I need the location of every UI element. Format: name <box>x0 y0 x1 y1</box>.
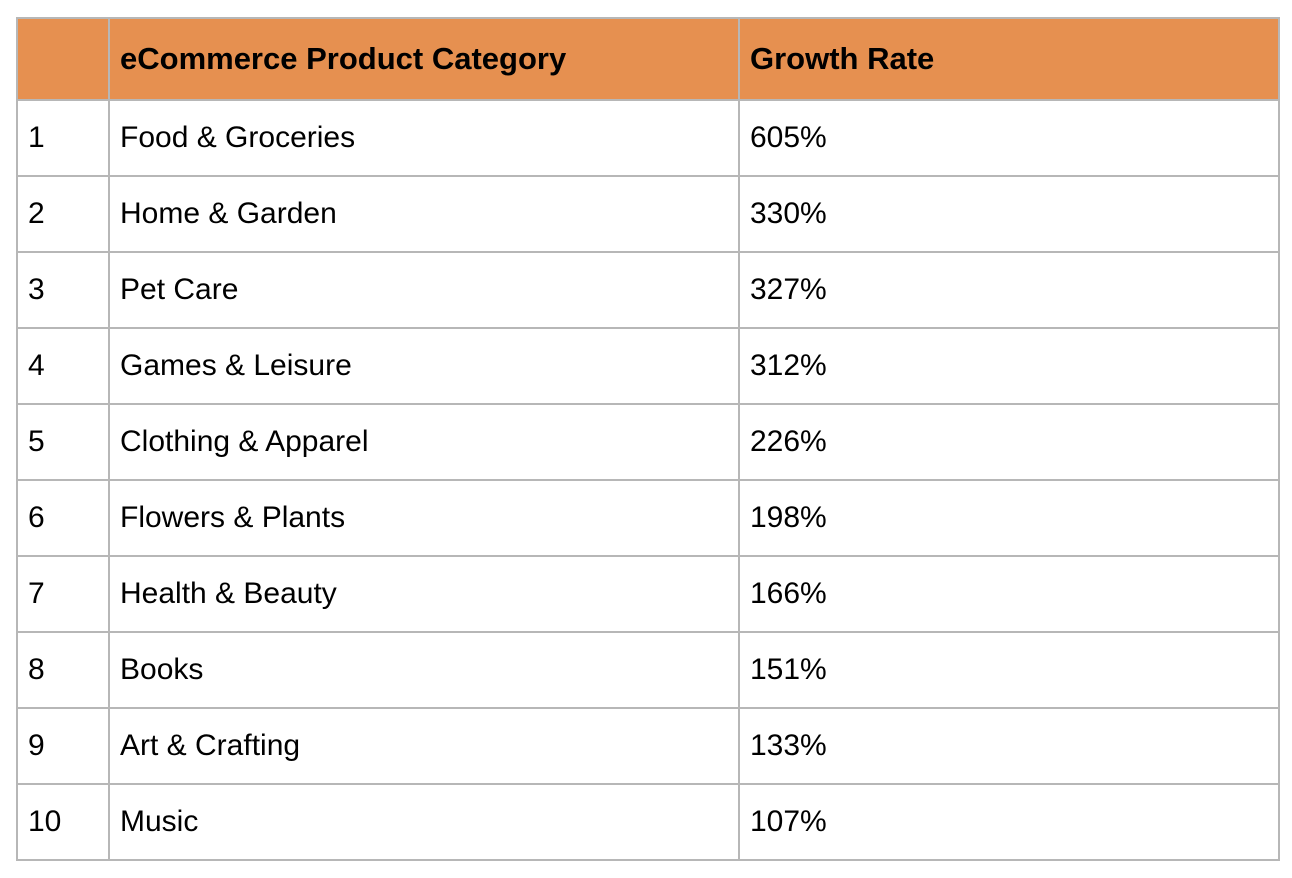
table-row: 5 Clothing & Apparel 226% <box>16 403 1280 481</box>
growth-rate-cell: 312% <box>738 327 1280 405</box>
category-cell: Flowers & Plants <box>108 479 740 557</box>
table-container: eCommerce Product Category Growth Rate 1… <box>16 17 1280 861</box>
category-cell: Music <box>108 783 740 861</box>
table-row: 7 Health & Beauty 166% <box>16 555 1280 633</box>
growth-rate-cell: 166% <box>738 555 1280 633</box>
growth-rate-cell: 330% <box>738 175 1280 253</box>
table-row: 2 Home & Garden 330% <box>16 175 1280 253</box>
table-row: 1 Food & Groceries 605% <box>16 99 1280 177</box>
rank-cell: 10 <box>16 783 110 861</box>
growth-rate-cell: 151% <box>738 631 1280 709</box>
rank-cell: 4 <box>16 327 110 405</box>
table-row: 6 Flowers & Plants 198% <box>16 479 1280 557</box>
category-cell: Books <box>108 631 740 709</box>
growth-rate-cell: 327% <box>738 251 1280 329</box>
rank-cell: 9 <box>16 707 110 785</box>
header-rank <box>16 17 110 101</box>
growth-rate-cell: 107% <box>738 783 1280 861</box>
growth-rate-cell: 605% <box>738 99 1280 177</box>
category-cell: Food & Groceries <box>108 99 740 177</box>
growth-rate-table: eCommerce Product Category Growth Rate 1… <box>16 17 1280 861</box>
category-cell: Clothing & Apparel <box>108 403 740 481</box>
rank-cell: 5 <box>16 403 110 481</box>
category-cell: Art & Crafting <box>108 707 740 785</box>
category-cell: Health & Beauty <box>108 555 740 633</box>
category-cell: Pet Care <box>108 251 740 329</box>
category-cell: Home & Garden <box>108 175 740 253</box>
table-row: 3 Pet Care 327% <box>16 251 1280 329</box>
table-row: 10 Music 107% <box>16 783 1280 861</box>
growth-rate-cell: 133% <box>738 707 1280 785</box>
growth-rate-cell: 226% <box>738 403 1280 481</box>
header-growth-rate: Growth Rate <box>738 17 1280 101</box>
table-body: 1 Food & Groceries 605% 2 Home & Garden 330% 3… <box>16 99 1280 861</box>
table-header-row: eCommerce Product Category Growth Rate <box>16 17 1280 101</box>
table-row: 8 Books 151% <box>16 631 1280 709</box>
rank-cell: 7 <box>16 555 110 633</box>
rank-cell: 1 <box>16 99 110 177</box>
rank-cell: 3 <box>16 251 110 329</box>
table-row: 9 Art & Crafting 133% <box>16 707 1280 785</box>
header-category: eCommerce Product Category <box>108 17 740 101</box>
growth-rate-cell: 198% <box>738 479 1280 557</box>
table-row: 4 Games & Leisure 312% <box>16 327 1280 405</box>
rank-cell: 2 <box>16 175 110 253</box>
rank-cell: 6 <box>16 479 110 557</box>
rank-cell: 8 <box>16 631 110 709</box>
category-cell: Games & Leisure <box>108 327 740 405</box>
